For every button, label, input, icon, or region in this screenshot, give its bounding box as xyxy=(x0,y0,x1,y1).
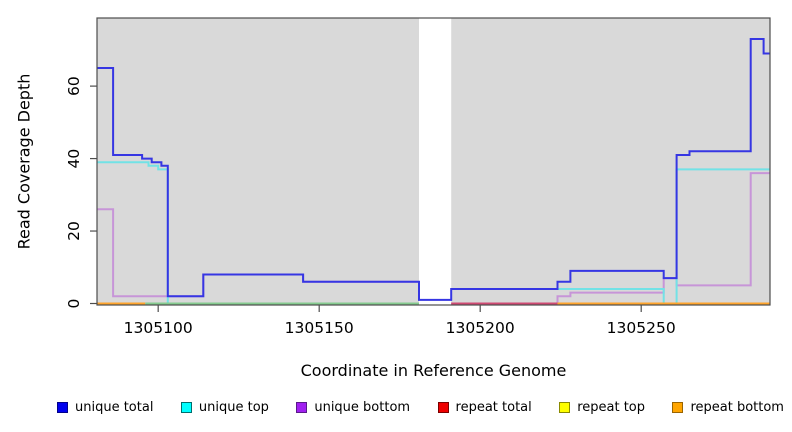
series-line-unique-bottom xyxy=(451,172,770,305)
y-axis-title: Read Coverage Depth xyxy=(14,73,34,250)
masked-region xyxy=(419,18,452,305)
legend-swatch-icon xyxy=(672,402,684,413)
plot-box xyxy=(96,17,771,306)
x-tick-label: 1305100 xyxy=(124,319,193,337)
legend-label: unique total xyxy=(75,400,154,415)
legend-swatch-icon xyxy=(437,402,449,413)
legend-label: repeat total xyxy=(455,400,532,415)
y-tick-label: 40 xyxy=(65,149,83,169)
legend-item-repeat-total: repeat total xyxy=(437,400,532,415)
legend-label: repeat bottom xyxy=(690,400,784,415)
x-tick-label: 1305200 xyxy=(446,319,515,337)
x-tick-label: 1305250 xyxy=(607,319,676,337)
legend-label: unique top xyxy=(198,400,269,415)
legend-label: unique bottom xyxy=(314,400,411,415)
x-tick-label: 1305150 xyxy=(285,319,354,337)
legend-swatch-icon xyxy=(296,402,308,413)
y-tick-label: 60 xyxy=(65,76,83,96)
x-axis-title: Coordinate in Reference Genome xyxy=(300,361,567,380)
legend-item-unique-top: unique top xyxy=(180,400,269,415)
legend-item-unique-total: unique total xyxy=(57,400,153,415)
legend: unique total unique top unique bottom repea… xyxy=(57,400,784,415)
legend-swatch-icon xyxy=(559,402,571,413)
legend-item-repeat-bottom: repeat bottom xyxy=(672,400,784,415)
series-line-unique-total xyxy=(97,38,770,301)
legend-item-unique-bottom: unique bottom xyxy=(296,400,410,415)
legend-swatch-icon xyxy=(180,402,192,413)
legend-item-repeat-top: repeat top xyxy=(559,400,645,415)
legend-label: repeat top xyxy=(577,400,645,415)
y-tick-label: 20 xyxy=(65,221,83,241)
y-tick-label: 0 xyxy=(65,299,83,309)
legend-swatch-icon xyxy=(57,402,68,413)
